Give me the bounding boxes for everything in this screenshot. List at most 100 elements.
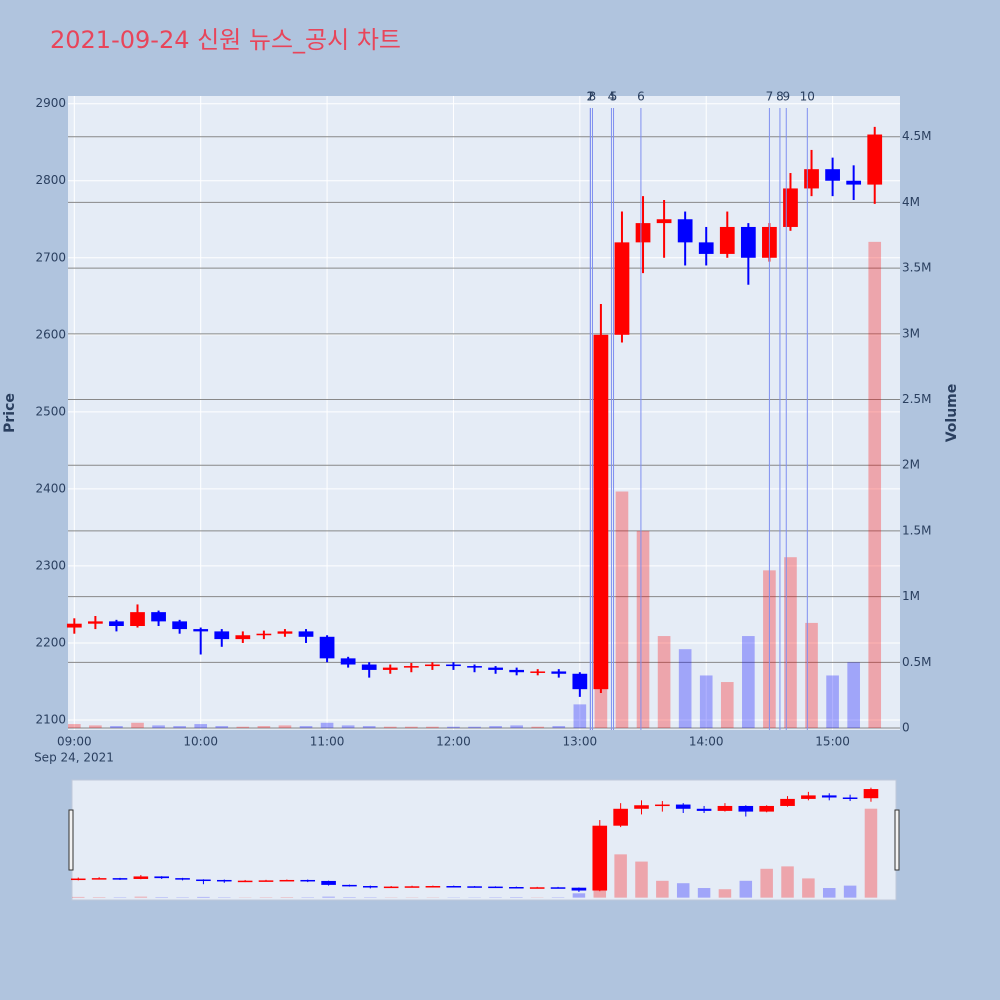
slider-volume-bar xyxy=(781,866,794,898)
news-label: 6 xyxy=(637,90,645,104)
slider-candle-body xyxy=(196,879,211,882)
slider-volume-bar xyxy=(322,896,335,898)
volume-bar xyxy=(110,726,123,729)
volume-bar xyxy=(678,649,692,729)
slider-candle-body xyxy=(279,879,295,882)
news-label: 4 xyxy=(608,90,616,104)
candle-body xyxy=(235,635,251,640)
candle-body xyxy=(130,612,145,627)
x-tick-label: 13:00 xyxy=(563,735,598,749)
slider-volume-bar xyxy=(739,880,753,898)
y-tick-label: 2900 xyxy=(35,96,66,110)
volume-bar xyxy=(784,557,797,729)
slider-candle-body xyxy=(216,879,232,882)
slider-candle-body xyxy=(258,880,274,882)
slider-candle-body xyxy=(592,825,608,891)
slider-volume-bar xyxy=(760,868,773,898)
slider-candle-body xyxy=(738,805,754,812)
volume-bar xyxy=(89,725,102,729)
slider-candle-body xyxy=(488,886,503,889)
y2-tick-label: 1.5M xyxy=(902,523,931,537)
volume-bar xyxy=(383,726,397,729)
slider-handle-right[interactable] xyxy=(894,809,900,871)
candle-body xyxy=(530,671,546,673)
volume-bar xyxy=(278,725,292,729)
slider-handle-left[interactable] xyxy=(68,809,74,871)
volume-bar xyxy=(468,726,481,729)
candle-body xyxy=(214,631,230,640)
volume-bar xyxy=(868,241,882,729)
slider-volume-bar xyxy=(197,896,210,898)
slider-candle-body xyxy=(467,886,482,888)
candle-body xyxy=(698,242,714,254)
slider-candle-body xyxy=(842,797,858,800)
slider-candle-body xyxy=(112,878,128,880)
slider-candle-body xyxy=(613,808,628,826)
slider-candle-body xyxy=(175,878,190,880)
candle-body xyxy=(172,621,188,630)
slider-candle-body xyxy=(863,789,879,799)
volume-bar xyxy=(236,726,250,729)
y-tick-label: 2700 xyxy=(35,250,66,264)
news-label: 3 xyxy=(589,90,597,104)
volume-bar xyxy=(720,682,734,729)
candle-body xyxy=(635,223,651,243)
slider-candle-body xyxy=(300,879,316,882)
slider-candle-body xyxy=(446,886,462,888)
x-tick-label: 11:00 xyxy=(310,735,345,749)
candle-body xyxy=(551,671,567,674)
volume-bar xyxy=(152,725,165,729)
x-tick-label: 14:00 xyxy=(689,735,724,749)
volume-bar xyxy=(68,724,81,729)
slider-candle-body xyxy=(321,880,336,885)
news-label: 9 xyxy=(782,90,790,104)
x-tick-label: 12:00 xyxy=(436,735,471,749)
y-tick-label: 2300 xyxy=(35,558,66,572)
y2-tick-label: 1M xyxy=(902,589,920,603)
candle-body xyxy=(572,673,588,690)
y-tick-label: 2500 xyxy=(35,404,66,418)
y2-tick-label: 2M xyxy=(902,458,920,472)
candle-body xyxy=(488,667,503,670)
slider-candle-body xyxy=(154,876,170,879)
plot-area xyxy=(68,96,900,730)
slider-volume-bar xyxy=(676,883,690,898)
y2-tick-label: 0 xyxy=(902,721,910,735)
volume-bar xyxy=(805,622,818,729)
slider-candle-body xyxy=(759,805,774,812)
volume-bar xyxy=(826,675,839,729)
slider-volume-bar xyxy=(572,893,586,898)
candle-body xyxy=(425,664,440,667)
candle-body xyxy=(614,242,630,335)
slider-candle-body xyxy=(634,805,649,809)
candle-body xyxy=(256,633,272,636)
slider-candle-body xyxy=(571,887,587,891)
volume-bar xyxy=(447,726,460,729)
x-date-label: Sep 24, 2021 xyxy=(34,751,114,765)
news-label: 1 xyxy=(587,90,595,104)
candle-body xyxy=(446,664,461,667)
news-label: 8 xyxy=(776,90,784,104)
y2-tick-label: 4M xyxy=(902,195,920,209)
candle-body xyxy=(656,219,672,224)
volume-bar xyxy=(426,726,439,729)
y2-tick-label: 0.5M xyxy=(902,655,931,669)
news-label: 10 xyxy=(800,90,815,104)
candle-body xyxy=(467,666,482,668)
volume-bar xyxy=(173,726,186,729)
news-label: 2 xyxy=(587,90,595,104)
slider-candle-body xyxy=(133,876,149,879)
volume-bar xyxy=(257,726,271,729)
volume-bar xyxy=(489,726,502,729)
candle-body xyxy=(825,169,840,181)
slider-candle-body xyxy=(404,886,420,888)
volume-bar xyxy=(552,726,566,729)
x-tick-label: 10:00 xyxy=(183,735,218,749)
candle-body xyxy=(846,180,862,185)
candle-body xyxy=(509,669,525,673)
candle-body xyxy=(66,623,82,628)
volume-bar xyxy=(742,636,755,729)
news-label: 7 xyxy=(766,90,774,104)
candle-body xyxy=(403,666,419,668)
